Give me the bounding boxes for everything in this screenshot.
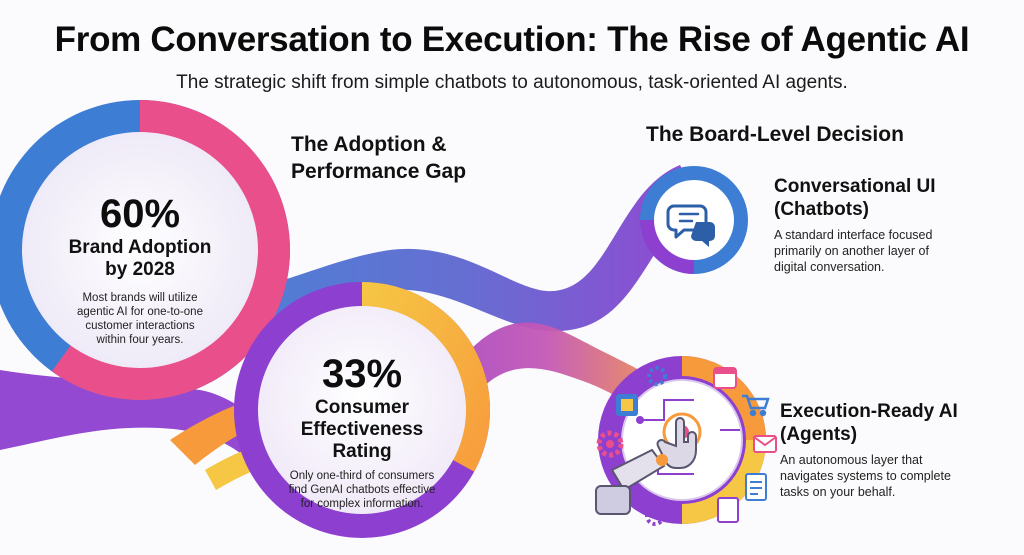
- document-icon: [717, 473, 767, 523]
- stat2-desc-line1: Only one-third of consumers: [289, 470, 435, 482]
- cart-icon: [742, 394, 770, 417]
- stat2-inner: [258, 306, 466, 514]
- robot-hand-icon: [595, 412, 702, 515]
- stat1-desc-line1: Most brands will utilize: [82, 292, 198, 304]
- stat1-desc-line3: customer interactions: [85, 320, 195, 332]
- stat1-desc-line2: agentic AI for one-to-one: [77, 306, 203, 318]
- option2-title-line2: (Agents): [780, 424, 858, 445]
- stat2-desc-line3: for complex information.: [300, 498, 424, 510]
- stat2-label-line2: Effectiveness: [300, 419, 424, 440]
- page-title: From Conversation to Execution: The Rise…: [54, 20, 970, 59]
- stat2-desc-line2: find GenAI chatbots effective: [288, 484, 436, 496]
- stat1-label-line1: Brand Adoption: [68, 237, 212, 258]
- page-subtitle: The strategic shift from simple chatbots…: [176, 72, 848, 93]
- decision-heading: The Board-Level Decision: [646, 123, 904, 146]
- option-chatbots: Conversational UI (Chatbots) A standard …: [774, 175, 1014, 275]
- stat2-value: 33%: [321, 352, 403, 396]
- option1-desc-line3: digital conversation.: [774, 260, 885, 274]
- stat2-card: 33% Consumer Effectiveness Rating Only o…: [280, 352, 444, 511]
- adoption-heading-line2: Performance Gap: [291, 160, 467, 183]
- adoption-heading-line1: The Adoption &: [291, 133, 447, 156]
- ribbon-left-bottom: [0, 370, 280, 470]
- option2-desc-line3: tasks on your behalf.: [780, 485, 896, 499]
- option2-desc-line1: An autonomous layer that: [780, 453, 923, 467]
- option1-title-line2: (Chatbots): [774, 199, 869, 220]
- gear-icon: [596, 366, 667, 526]
- option-agents: Execution-Ready AI (Agents) An autonomou…: [780, 400, 1020, 500]
- calendar-icon: [713, 367, 737, 389]
- stat2-label-line3: Rating: [332, 441, 392, 462]
- chat-bubbles-icon: [666, 204, 715, 247]
- stat1-card: 60% Brand Adoption by 2028 Most brands w…: [40, 192, 240, 347]
- adoption-heading: The Adoption & Performance Gap: [291, 131, 466, 185]
- option2-title-line1: Execution-Ready AI: [780, 401, 958, 422]
- stat1-value: 60%: [99, 192, 181, 236]
- chip-icon: [616, 394, 638, 416]
- option2-desc-line2: navigates systems to complete: [780, 469, 951, 483]
- option1-desc-line1: A standard interface focused: [774, 228, 933, 242]
- stat1-inner: [22, 132, 258, 368]
- stat1-label-line2: by 2028: [105, 259, 175, 280]
- option1-title-line1: Conversational UI: [774, 176, 936, 197]
- stat1-desc-line4: within four years.: [96, 334, 184, 346]
- stat2-label-line1: Consumer: [315, 397, 409, 418]
- envelope-icon: [753, 435, 777, 453]
- option1-desc-line2: primarily on another layer of: [774, 244, 929, 258]
